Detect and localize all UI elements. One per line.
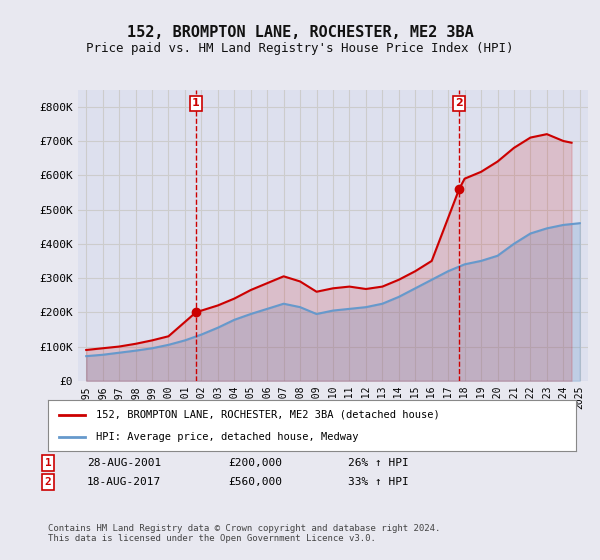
Text: 2: 2 (44, 477, 52, 487)
Text: HPI: Average price, detached house, Medway: HPI: Average price, detached house, Medw… (95, 432, 358, 442)
Text: Price paid vs. HM Land Registry's House Price Index (HPI): Price paid vs. HM Land Registry's House … (86, 42, 514, 55)
Text: 2: 2 (455, 99, 463, 108)
Text: 26% ↑ HPI: 26% ↑ HPI (348, 458, 409, 468)
Text: £560,000: £560,000 (228, 477, 282, 487)
Text: 33% ↑ HPI: 33% ↑ HPI (348, 477, 409, 487)
Text: 1: 1 (192, 99, 200, 108)
Text: 28-AUG-2001: 28-AUG-2001 (87, 458, 161, 468)
Text: 152, BROMPTON LANE, ROCHESTER, ME2 3BA: 152, BROMPTON LANE, ROCHESTER, ME2 3BA (127, 25, 473, 40)
Text: £200,000: £200,000 (228, 458, 282, 468)
Text: 152, BROMPTON LANE, ROCHESTER, ME2 3BA (detached house): 152, BROMPTON LANE, ROCHESTER, ME2 3BA (… (95, 409, 439, 419)
Text: 18-AUG-2017: 18-AUG-2017 (87, 477, 161, 487)
Text: Contains HM Land Registry data © Crown copyright and database right 2024.
This d: Contains HM Land Registry data © Crown c… (48, 524, 440, 543)
Text: 1: 1 (44, 458, 52, 468)
